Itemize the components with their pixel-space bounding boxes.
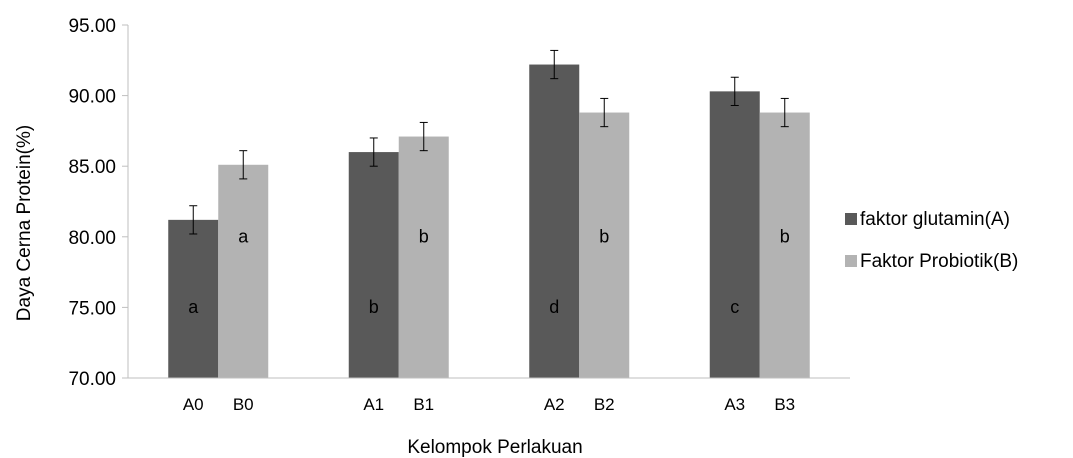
x-axis: A0 B0 A1 B1 A2 B2 A3 B3 bbox=[128, 377, 850, 414]
legend-label: faktor glutamin(A) bbox=[860, 209, 1010, 230]
x-tick-label: A3 bbox=[724, 395, 745, 414]
y-tick-label: 85.00 bbox=[68, 157, 116, 178]
y-tick-label: 90.00 bbox=[68, 87, 116, 108]
bar bbox=[759, 112, 810, 378]
legend: faktor glutamin(A) Faktor Probiotik(B) bbox=[845, 209, 1018, 272]
legend-swatch bbox=[845, 213, 857, 225]
significance-label: a bbox=[238, 226, 249, 246]
bar bbox=[218, 164, 269, 378]
bar bbox=[709, 91, 760, 378]
significance-label: a bbox=[188, 297, 199, 317]
bar bbox=[168, 219, 219, 378]
significance-label: b bbox=[780, 226, 790, 246]
x-tick-label: A1 bbox=[363, 395, 384, 414]
bars: a a b b d b c b bbox=[168, 49, 810, 378]
x-tick-label: A2 bbox=[544, 395, 565, 414]
y-tick-label: 75.00 bbox=[68, 298, 116, 319]
legend-label: Faktor Probiotik(B) bbox=[860, 251, 1018, 272]
x-tick-label: B2 bbox=[594, 395, 615, 414]
bar bbox=[398, 136, 449, 378]
significance-label: b bbox=[369, 297, 379, 317]
y-tick-label: 95.00 bbox=[68, 16, 116, 37]
y-tick-label: 80.00 bbox=[68, 228, 116, 249]
x-tick-label: B0 bbox=[233, 395, 254, 414]
x-tick-label: B3 bbox=[774, 395, 795, 414]
y-axis-title: Daya Cerna Protein(%) bbox=[14, 125, 35, 321]
significance-label: d bbox=[549, 297, 559, 317]
bar bbox=[348, 152, 399, 378]
significance-label: c bbox=[730, 297, 739, 317]
x-tick-label: B1 bbox=[413, 395, 434, 414]
bar bbox=[579, 112, 630, 378]
significance-label: b bbox=[599, 226, 609, 246]
x-tick-label: A0 bbox=[183, 395, 204, 414]
significance-label: b bbox=[419, 226, 429, 246]
y-tick-label: 70.00 bbox=[68, 369, 116, 390]
legend-swatch bbox=[845, 255, 857, 267]
x-axis-title: Kelompok Perlakuan bbox=[407, 437, 582, 458]
y-axis: 70.00 75.00 80.00 85.00 90.00 95.00 bbox=[68, 16, 129, 390]
bar bbox=[529, 64, 580, 378]
